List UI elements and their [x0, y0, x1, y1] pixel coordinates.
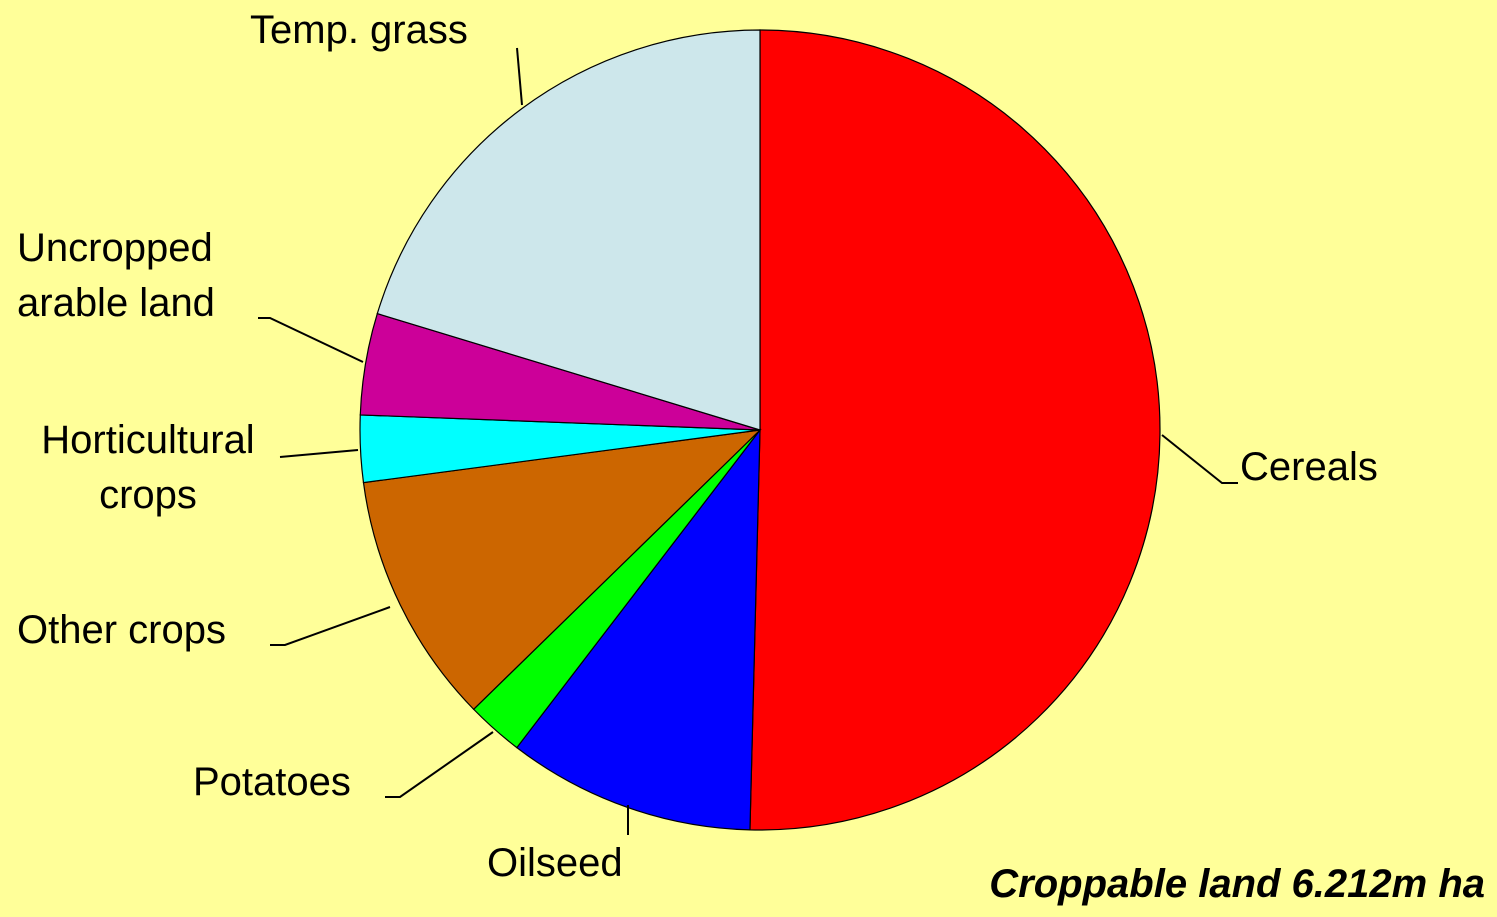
leader-line [279, 449, 359, 458]
annotation: Croppable land 6.212m ha [989, 862, 1485, 906]
slice-label: Uncropped arable land [17, 226, 215, 325]
slice-label: Potatoes [193, 760, 351, 804]
pie-slice [515, 428, 761, 831]
slice-label: Temp. grass [250, 8, 468, 52]
leader-lines [258, 47, 1238, 835]
slice-label: Other crops [17, 608, 226, 652]
slice-label: Cereals [1240, 445, 1378, 489]
leader-line [270, 606, 391, 646]
slice-label: Oilseed [487, 841, 623, 885]
leader-line [258, 317, 364, 363]
leader-line [516, 47, 523, 106]
pie-slice [362, 429, 762, 711]
slices [359, 29, 1161, 831]
pie-slice [749, 29, 1161, 831]
leader-line [385, 731, 494, 798]
pie-slice [376, 29, 761, 431]
slice-label: Horticultural crops [41, 418, 255, 517]
leader-line [1161, 434, 1238, 484]
